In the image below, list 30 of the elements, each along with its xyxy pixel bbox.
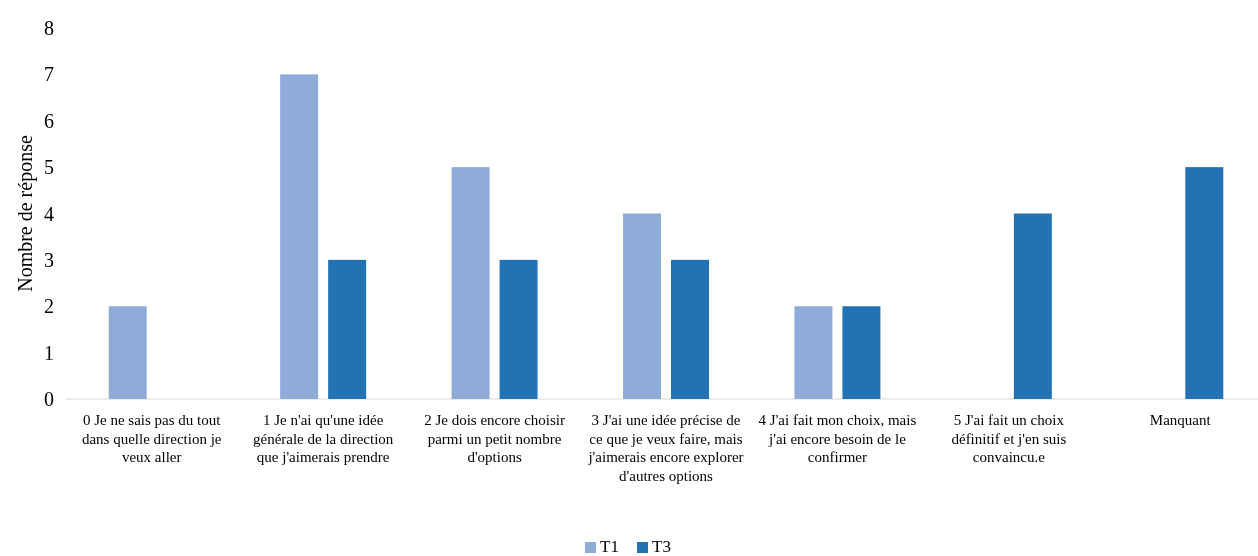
x-tick-label: 5 J'ai fait un choix définitif et j'en suis convaincu.e [951, 412, 1067, 465]
x-tick-label: 4 J'ai fait mon choix, mais j'ai encore besoin de le confirmer [758, 412, 917, 465]
y-tick-label: 4 [44, 202, 54, 225]
y-tick-label: 2 [44, 295, 54, 318]
x-tick-label: 0 Je ne sais pas du tout dans quelle direction je veux aller [81, 412, 222, 465]
y-tick-label: 5 [44, 156, 54, 179]
bar [451, 167, 490, 399]
legend-label: T3 [652, 537, 671, 556]
bar [499, 259, 538, 399]
y-tick-label: 1 [44, 341, 54, 364]
bar [1185, 167, 1224, 399]
bar [671, 259, 709, 399]
bar [108, 306, 147, 399]
x-tick-label: 2 Je dois encore choisir parmi un petit nombre d'options [424, 412, 565, 465]
bar [623, 213, 661, 399]
bar [794, 306, 833, 399]
x-tick-label: 3 J'ai une idée précise de ce que je veux faire, mais j'aimerais encore explorer d'autres options [587, 412, 744, 484]
y-tick-label: 7 [44, 63, 54, 86]
y-axis-title: Nombre de réponse [14, 135, 37, 292]
x-tick-label: 1 Je n'ai qu'une idée générale de la direction que j'aimerais prendre [252, 412, 394, 465]
x-tick-label: Manquant [1149, 412, 1212, 428]
y-tick-label: 8 [44, 17, 54, 39]
legend-label: T1 [600, 537, 619, 556]
bar [328, 259, 367, 399]
bar [842, 306, 881, 399]
y-tick-label: 6 [44, 109, 54, 132]
y-tick-label: 0 [44, 388, 54, 410]
bar [1013, 213, 1052, 399]
bar [280, 74, 319, 399]
y-tick-label: 3 [44, 248, 54, 271]
